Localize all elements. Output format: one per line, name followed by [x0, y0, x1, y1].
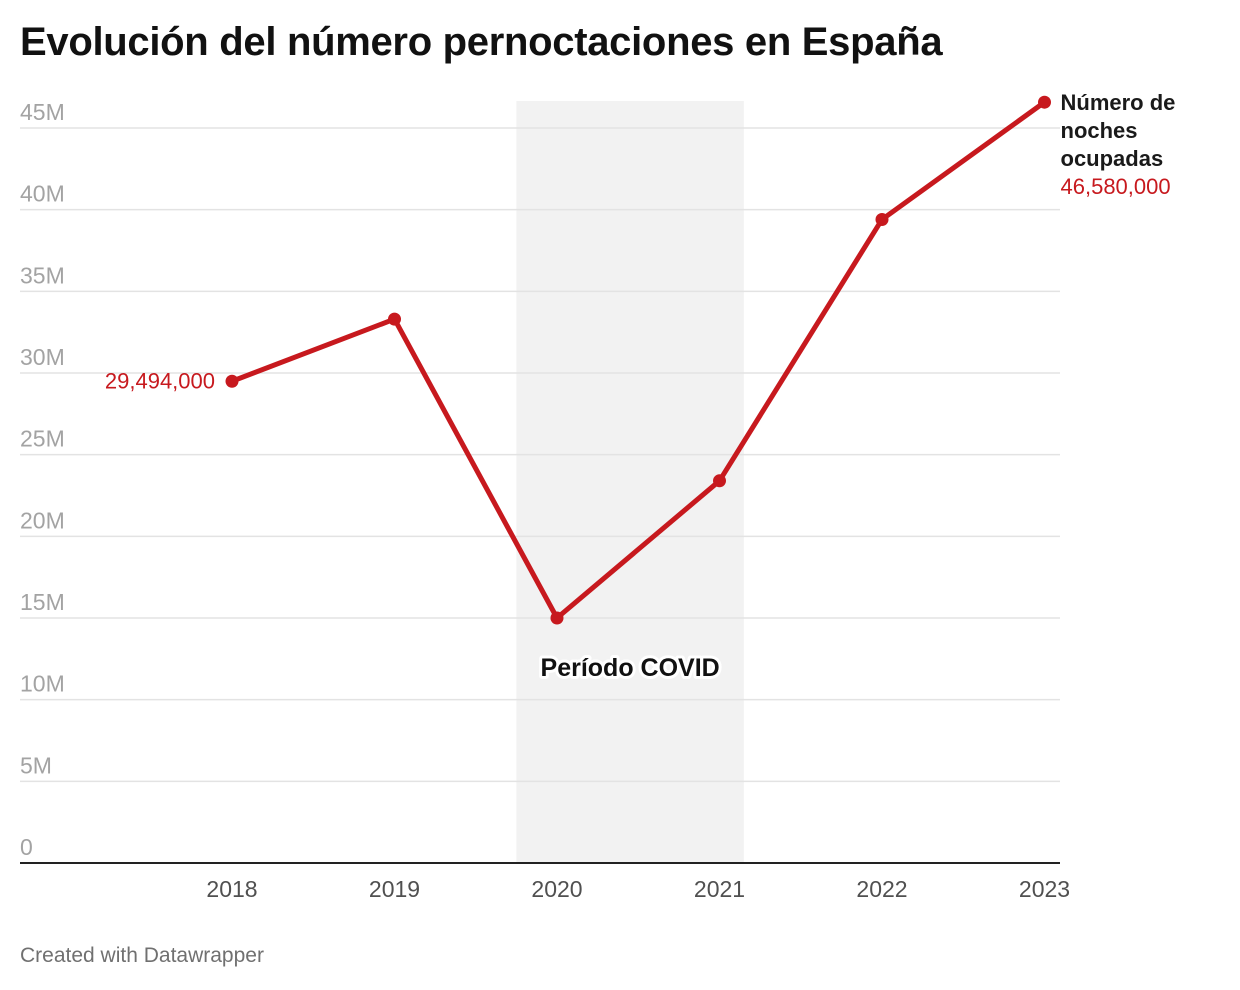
y-tick-label: 15M — [20, 589, 65, 615]
series-name-label: noches — [1061, 118, 1138, 143]
footer-credit: Created with Datawrapper — [20, 944, 264, 967]
y-tick-label: 10M — [20, 671, 65, 697]
last-value-label: 46,580,000 — [1061, 174, 1171, 199]
y-tick-label: 40M — [20, 181, 65, 207]
y-tick-label: 0 — [20, 834, 33, 860]
series-name-label: ocupadas — [1061, 146, 1164, 171]
data-point-2018 — [225, 374, 239, 388]
covid-annotation-label: Período COVID — [541, 654, 720, 682]
covid-period-band — [516, 101, 744, 863]
x-tick-label: 2022 — [856, 876, 907, 902]
first-value-label: 29,494,000 — [105, 368, 215, 393]
x-tick-label: 2018 — [206, 876, 257, 902]
x-tick-label: 2019 — [369, 876, 420, 902]
y-tick-label: 25M — [20, 426, 65, 452]
x-tick-label: 2023 — [1019, 876, 1070, 902]
data-point-2019 — [388, 312, 401, 326]
y-tick-label: 45M — [20, 99, 65, 125]
y-tick-label: 30M — [20, 344, 65, 370]
chart-title: Evolución del número pernoctaciones en E… — [20, 20, 943, 64]
y-tick-label: 35M — [20, 262, 65, 288]
covid-annotation-halo: Período COVID — [541, 654, 720, 682]
x-tick-label: 2021 — [694, 876, 745, 902]
data-point-2020 — [550, 611, 564, 625]
y-tick-label: 20M — [20, 507, 65, 533]
y-tick-label: 5M — [20, 752, 52, 778]
series-line — [229, 99, 1047, 621]
data-point-2023 — [1038, 95, 1051, 109]
data-point-2021 — [713, 474, 726, 488]
x-tick-label: 2020 — [531, 876, 582, 902]
data-point-2022 — [875, 212, 889, 226]
series-name-label: Número de — [1061, 90, 1176, 115]
